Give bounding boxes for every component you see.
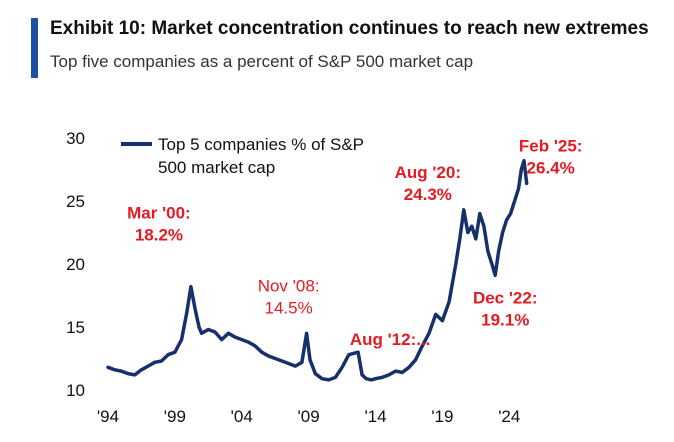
annotation-label: Mar '00: 18.2% xyxy=(127,204,191,245)
annotations: Mar '00: 18.2% Nov '08: 14.5% Aug '12:... Aug… xyxy=(127,136,582,349)
x-axis-ticks: '94 '99 '04 '09 '14 '19 '24 xyxy=(97,407,520,426)
legend-label-line2: 500 market cap xyxy=(158,158,275,177)
annotation-label: Aug '12:... xyxy=(350,330,431,349)
annotation-label: Dec '22: 19.1% xyxy=(473,288,538,329)
y-tick-label: 15 xyxy=(66,318,85,337)
x-tick-label: '04 xyxy=(231,407,253,426)
y-axis-ticks: 10 15 20 25 30 xyxy=(66,129,85,400)
annotation-label: Feb '25: 26.4% xyxy=(519,136,583,177)
accent-bar xyxy=(31,18,38,78)
x-tick-label: '94 xyxy=(97,407,119,426)
legend-label-line1: Top 5 companies % of S&P xyxy=(158,135,364,154)
y-tick-label: 30 xyxy=(66,129,85,148)
y-tick-label: 20 xyxy=(66,255,85,274)
x-tick-label: '19 xyxy=(431,407,453,426)
y-tick-label: 10 xyxy=(66,381,85,400)
x-tick-label: '24 xyxy=(498,407,520,426)
page-title: Exhibit 10: Market concentration continu… xyxy=(50,18,649,39)
x-tick-label: '14 xyxy=(364,407,386,426)
x-tick-label: '09 xyxy=(298,407,320,426)
page-subtitle: Top five companies as a percent of S&P 5… xyxy=(50,52,474,71)
y-tick-label: 25 xyxy=(66,192,85,211)
annotation-label: Nov '08: 14.5% xyxy=(258,276,320,317)
x-tick-label: '99 xyxy=(164,407,186,426)
annotation-label: Aug '20: 24.3% xyxy=(395,163,461,204)
legend: Top 5 companies % of S&P 500 market cap xyxy=(121,135,364,177)
series-line-top5-share xyxy=(106,158,529,382)
